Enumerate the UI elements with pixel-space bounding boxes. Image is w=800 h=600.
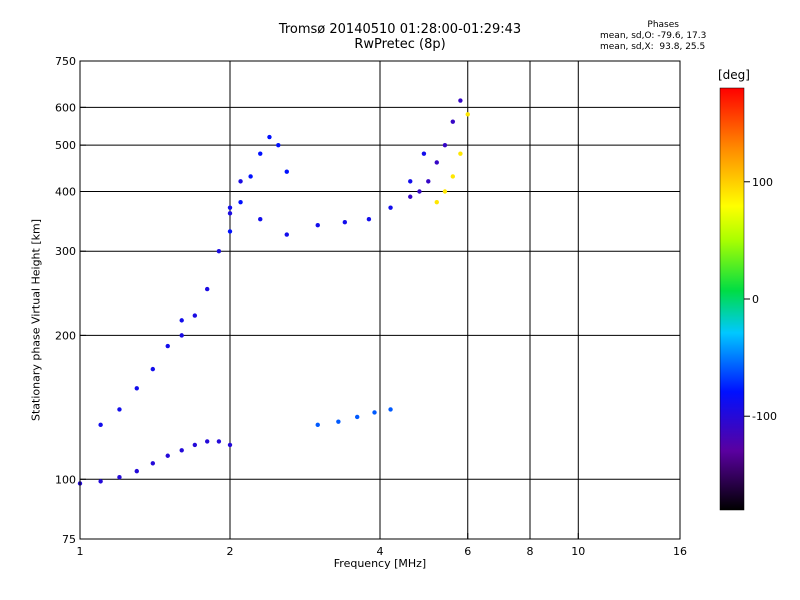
data-point	[227, 205, 233, 210]
data-point	[216, 439, 222, 444]
data-point	[465, 112, 470, 117]
data-point	[165, 453, 170, 458]
data-point	[388, 407, 393, 412]
data-point	[134, 386, 139, 391]
x-tick-label: 16	[673, 545, 687, 558]
data-point	[372, 410, 377, 415]
x-tick-label: 2	[227, 545, 234, 558]
y-tick-label: 600	[55, 101, 76, 114]
data-point	[408, 194, 413, 199]
data-point	[458, 98, 463, 103]
data-point	[408, 179, 413, 184]
x-tick-label: 4	[377, 545, 384, 558]
plot-gridlines	[80, 61, 680, 539]
data-point	[238, 179, 243, 184]
x-axis-label: Frequency [MHz]	[333, 557, 427, 570]
data-point	[417, 189, 422, 194]
colorbar-tick-label: 0	[752, 293, 759, 306]
y-tick-label: 300	[55, 245, 76, 258]
chart-subtitle: RwPretec (8p)	[354, 37, 446, 52]
data-point	[426, 179, 431, 184]
data-point	[204, 439, 210, 444]
colorbar	[719, 87, 745, 511]
phases-stats-o: mean, sd,O: -79.6, 17.3	[600, 31, 707, 41]
y-tick-label: 500	[55, 139, 76, 152]
x-tick-label: 1	[77, 545, 84, 558]
data-point	[227, 442, 233, 448]
data-point	[179, 448, 184, 453]
data-point	[192, 313, 198, 318]
data-point	[216, 249, 222, 254]
data-point	[227, 211, 233, 216]
y-tick-label: 400	[55, 185, 76, 198]
data-point	[336, 419, 341, 424]
data-point	[442, 189, 448, 194]
colorbar-tick-label: 100	[752, 176, 773, 189]
data-point	[192, 442, 198, 448]
data-point	[354, 414, 360, 420]
data-point	[450, 119, 456, 124]
data-point	[442, 142, 448, 148]
data-point	[267, 134, 272, 140]
data-point	[179, 333, 184, 338]
data-point	[315, 422, 320, 428]
data-point	[258, 151, 263, 156]
data-point	[342, 220, 348, 225]
data-point	[434, 160, 439, 165]
colorbar-tick-label: -100	[752, 410, 777, 423]
data-point	[117, 407, 122, 412]
y-tick-label: 100	[55, 473, 76, 486]
scatter-points	[77, 98, 470, 486]
data-point	[284, 232, 289, 237]
data-point	[98, 479, 103, 484]
data-point	[150, 461, 156, 466]
data-point	[366, 217, 372, 222]
data-point	[421, 151, 427, 156]
colorbar-label: [deg]	[718, 68, 750, 82]
phases-stats: Phases mean, sd,O: -79.6, 17.3 mean, sd,…	[600, 20, 706, 53]
y-tick-label: 750	[55, 55, 76, 68]
data-point	[434, 199, 439, 205]
data-point	[458, 151, 463, 156]
axis-ticks: 1 2 4 6 8 10 16 75 100 200 300 400 500 600 750	[55, 55, 687, 558]
y-tick-label: 75	[62, 533, 76, 546]
data-point	[248, 174, 253, 179]
y-tick-label: 200	[55, 329, 76, 342]
data-point	[238, 199, 243, 205]
data-point	[98, 422, 103, 428]
phases-heading: Phases	[647, 20, 679, 30]
data-point	[227, 229, 233, 234]
data-point	[117, 475, 122, 480]
data-point	[284, 169, 289, 174]
x-tick-label: 8	[527, 545, 534, 558]
x-tick-label: 6	[464, 545, 471, 558]
data-point	[276, 142, 281, 148]
data-point	[150, 366, 156, 372]
data-point	[179, 318, 184, 323]
data-point	[204, 286, 210, 292]
data-point	[165, 343, 170, 349]
phases-stats-x: mean, sd,X: 93.8, 25.5	[600, 42, 706, 52]
y-axis-label: Stationary phase Virtual Height [km]	[29, 218, 43, 422]
chart-title: Tromsø 20140510 01:28:00-01:29:43	[278, 22, 522, 37]
data-point	[388, 205, 393, 210]
data-point	[450, 174, 456, 179]
data-point	[315, 223, 320, 228]
colorbar-ticks: 100 0 -100	[744, 176, 777, 423]
data-point	[258, 217, 263, 222]
x-tick-label: 10	[571, 545, 585, 558]
data-point	[134, 468, 139, 474]
